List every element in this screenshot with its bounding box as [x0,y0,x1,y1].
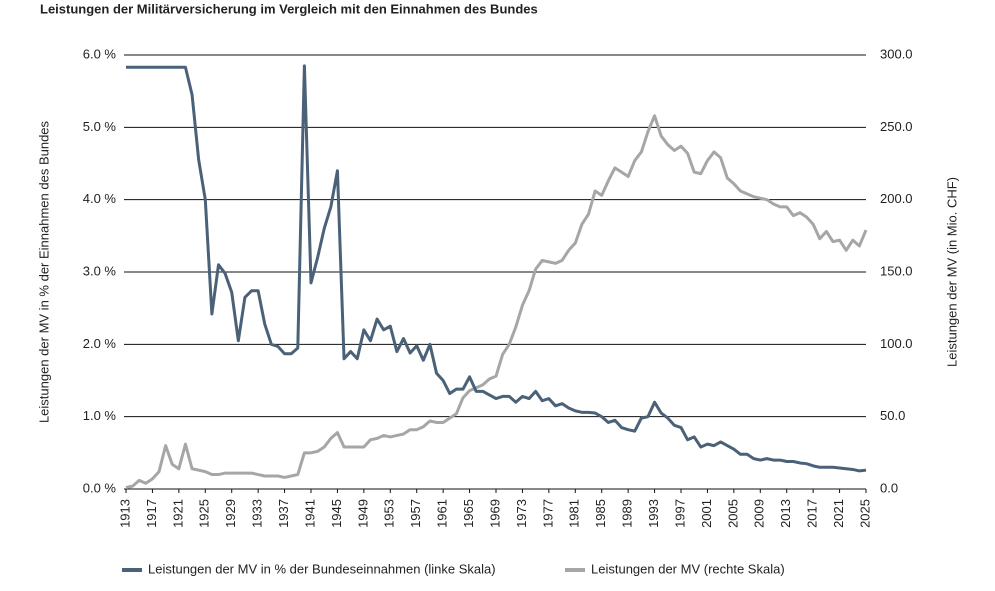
x-tick-label: 1989 [620,499,635,528]
x-tick-label: 1973 [514,499,529,528]
y-tick-label: 5.0 % [83,119,117,134]
x-tick-label: 2009 [752,499,767,528]
y2-tick-label: 0.0 [880,480,898,495]
y2-tick-label: 100.0 [880,336,913,351]
data-line [126,64,867,473]
x-tick-label: 1997 [672,499,687,528]
y2-tick-label: 200.0 [880,191,913,206]
x-tick-label: 1993 [646,499,661,528]
y2-tick-label: 250.0 [880,119,913,134]
x-tick-label: 1941 [302,499,317,528]
y-tick-label: 6.0 % [83,46,117,61]
x-tick-label: 1917 [144,499,159,528]
y-axis-label: Leistungen der MV in % der Einnahmen des… [36,120,51,423]
x-tick-label: 2025 [857,499,872,528]
x-tick-label: 1933 [250,499,265,528]
x-tick-label: 1937 [276,499,291,528]
x-tick-label: 1957 [408,499,423,528]
y2-tick-label: 300.0 [880,46,913,61]
y2-tick-label: 50.0 [880,408,905,423]
x-tick-label: 1929 [223,499,238,528]
x-tick-label: 1965 [461,499,476,528]
x-tick-label: 1961 [435,499,450,528]
x-tick-label: 1977 [540,499,555,528]
legend-label: Leistungen der MV in % der Bundeseinnahm… [148,561,496,576]
legend-label: Leistungen der MV (rechte Skala) [591,561,785,576]
y-tick-label: 3.0 % [83,263,117,278]
y2-tick-label: 150.0 [880,263,913,278]
x-tick-label: 2001 [699,499,714,528]
chart-title: Leistungen der Militärversicherung im Ve… [40,1,538,16]
x-tick-label: 2005 [725,499,740,528]
x-tick-label: 1945 [329,499,344,528]
x-tick-label: 2021 [831,499,846,528]
y2-axis-label: Leistungen der MV (in Mio. CHF) [944,177,959,367]
y-tick-label: 1.0 % [83,408,117,423]
x-tick-label: 1949 [355,499,370,528]
y-tick-label: 4.0 % [83,191,117,206]
x-tick-label: 1969 [487,499,502,528]
y-tick-label: 2.0 % [83,336,117,351]
x-tick-label: 2013 [778,499,793,528]
y-tick-label: 0.0 % [83,480,117,495]
x-tick-label: 2017 [805,499,820,528]
x-tick-label: 1981 [567,499,582,528]
x-tick-label: 1985 [593,499,608,528]
x-tick-label: 1921 [170,499,185,528]
data-line [125,114,868,490]
x-tick-label: 1913 [117,499,132,528]
x-tick-label: 1925 [197,499,212,528]
x-tick-label: 1953 [382,499,397,528]
